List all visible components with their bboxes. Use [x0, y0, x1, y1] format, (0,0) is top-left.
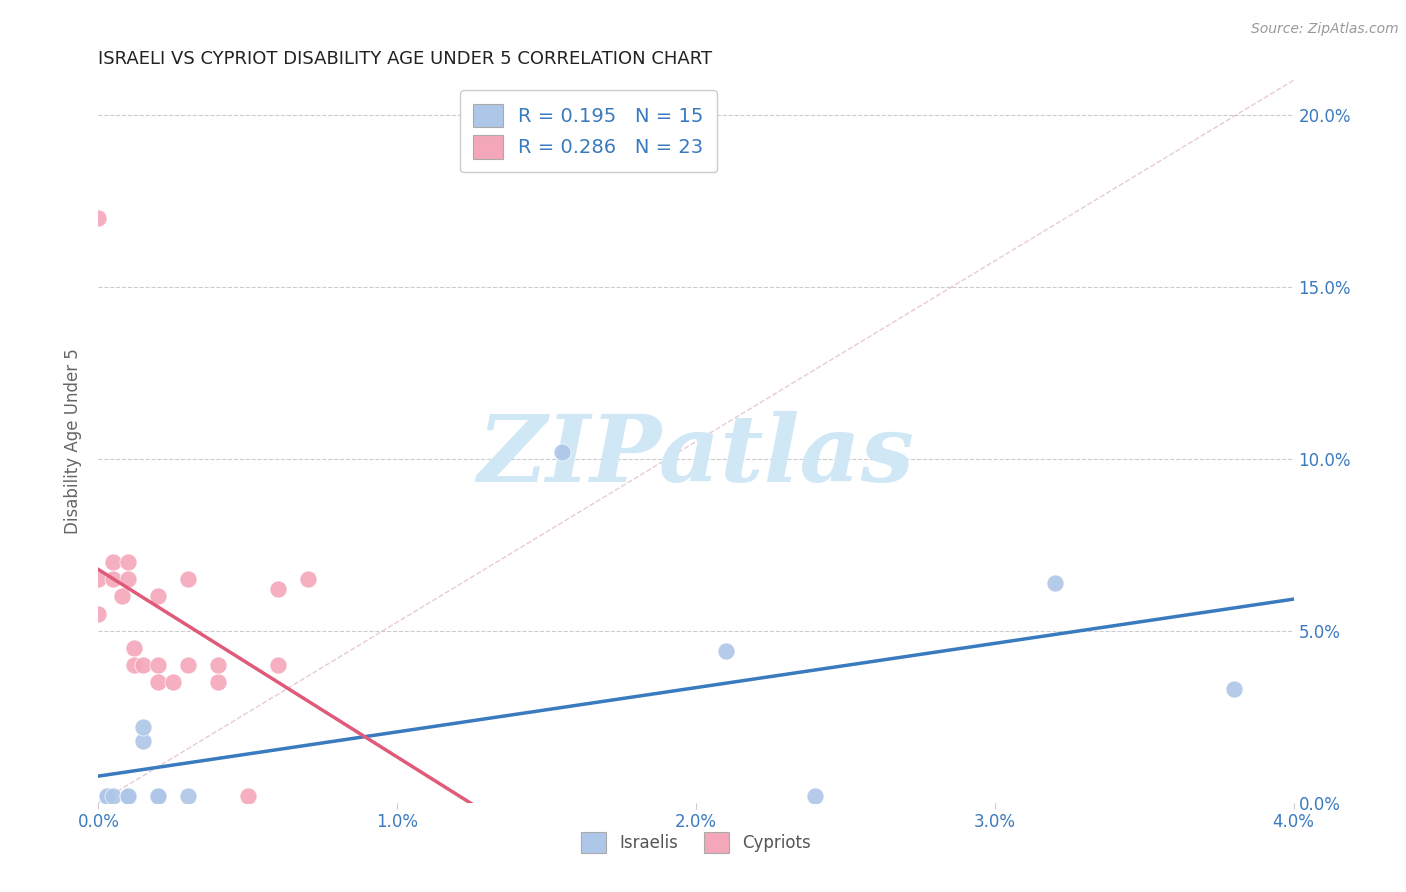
Point	[148, 658, 170, 673]
Point	[236, 789, 259, 803]
Point	[117, 555, 139, 569]
Point	[267, 658, 290, 673]
Point	[117, 572, 139, 586]
Legend: Israelis, Cypriots: Israelis, Cypriots	[575, 826, 817, 860]
Point	[148, 789, 170, 803]
Point	[124, 640, 146, 655]
Text: ZIPatlas: ZIPatlas	[478, 411, 914, 501]
Point	[96, 789, 118, 803]
Point	[1043, 575, 1066, 590]
Point	[267, 582, 290, 597]
Point	[1223, 682, 1246, 697]
Point	[117, 789, 139, 803]
Point	[207, 658, 229, 673]
Point	[148, 789, 170, 803]
Point	[177, 572, 200, 586]
Point	[132, 734, 155, 748]
Point	[177, 658, 200, 673]
Point	[804, 789, 827, 803]
Point	[550, 445, 572, 459]
Point	[148, 590, 170, 604]
Y-axis label: Disability Age Under 5: Disability Age Under 5	[65, 349, 83, 534]
Point	[132, 658, 155, 673]
Point	[148, 675, 170, 690]
Text: Source: ZipAtlas.com: Source: ZipAtlas.com	[1251, 22, 1399, 37]
Point	[87, 607, 110, 621]
Point	[177, 789, 200, 803]
Point	[96, 789, 118, 803]
Point	[124, 658, 146, 673]
Point	[117, 789, 139, 803]
Point	[103, 572, 125, 586]
Text: ISRAELI VS CYPRIOT DISABILITY AGE UNDER 5 CORRELATION CHART: ISRAELI VS CYPRIOT DISABILITY AGE UNDER …	[98, 50, 713, 68]
Point	[207, 675, 229, 690]
Point	[297, 572, 319, 586]
Point	[87, 572, 110, 586]
Point	[714, 644, 737, 658]
Point	[111, 590, 134, 604]
Point	[132, 720, 155, 734]
Point	[103, 555, 125, 569]
Point	[103, 789, 125, 803]
Point	[87, 211, 110, 225]
Point	[162, 675, 184, 690]
